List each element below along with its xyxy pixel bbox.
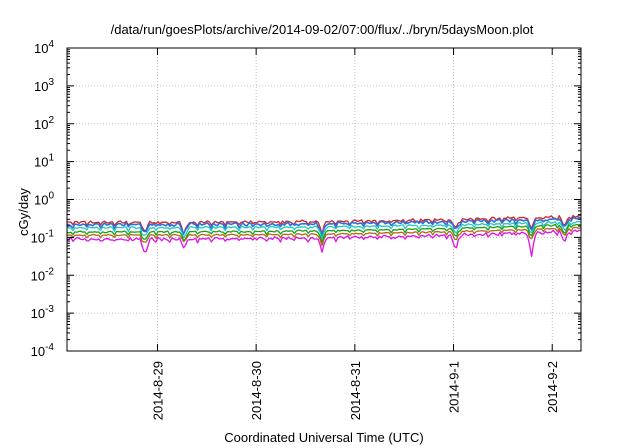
y-tick-label: 10-4	[31, 342, 55, 359]
series-line	[66, 220, 581, 240]
grid	[67, 48, 581, 351]
x-axis-label: Coordinated Universal Time (UTC)	[224, 430, 423, 445]
y-tick-label: 101	[34, 153, 54, 170]
x-tick-label: 2014-9-1	[447, 361, 462, 413]
series-line	[66, 223, 582, 244]
y-axis-label: cGy/day	[16, 188, 31, 236]
y-tick-label: 100	[34, 191, 54, 208]
x-tick-label: 2014-9-2	[545, 361, 560, 413]
y-tick-label: 10-3	[31, 304, 55, 321]
x-tick-label: 2014-8-31	[348, 361, 363, 420]
series-line	[66, 229, 582, 257]
plot-frame	[66, 47, 582, 352]
x-tick-label: 2014-8-30	[249, 361, 264, 420]
y-tick-label: 10-2	[31, 266, 55, 283]
y-tick-label: 10-1	[31, 228, 55, 245]
x-axis: 2014-8-29 2014-8-30 2014-8-31 2014-9-1 2014-…	[150, 48, 560, 420]
series-layer	[66, 214, 582, 257]
y-tick-label: 104	[34, 39, 54, 56]
series-line	[66, 216, 582, 237]
y-tick-label: 103	[34, 77, 54, 94]
series-line	[67, 214, 582, 236]
x-tick-label: 2014-8-29	[150, 361, 165, 420]
y-tick-label: 102	[34, 115, 54, 132]
series-line	[66, 226, 582, 247]
y-axis: 10-4 10-3 10-2 10-1 100 101 102 103 104	[31, 39, 581, 359]
chart-title: /data/run/goesPlots/archive/2014-09-02/0…	[111, 22, 534, 37]
